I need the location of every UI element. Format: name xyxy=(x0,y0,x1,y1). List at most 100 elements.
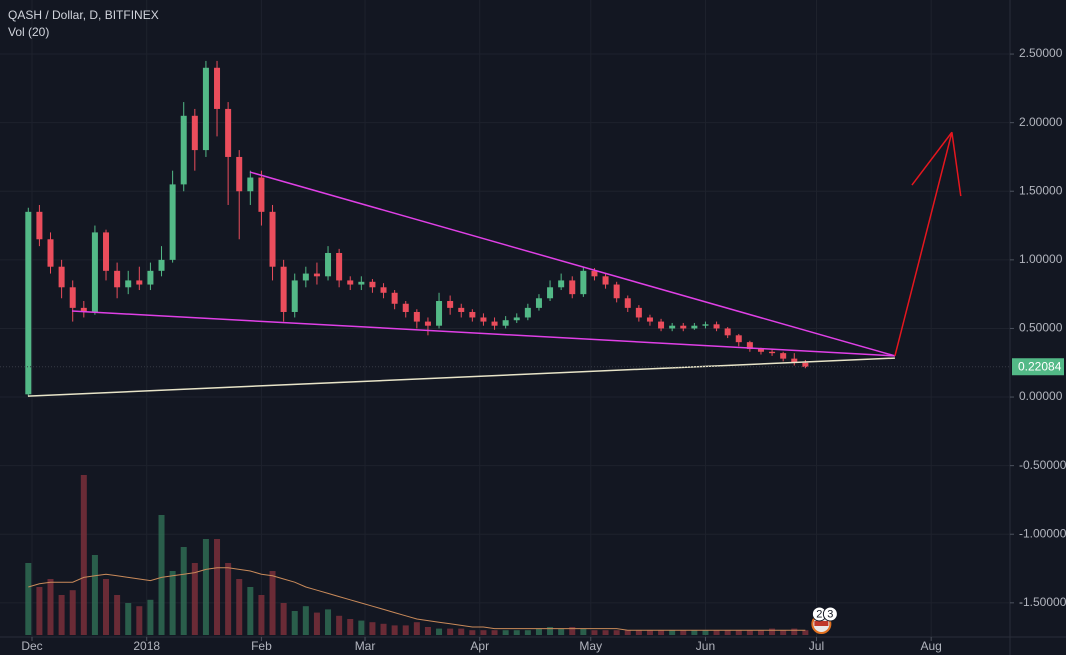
volume-bar xyxy=(480,630,487,635)
volume-label: Vol (20) xyxy=(8,25,49,39)
candle-body xyxy=(25,211,32,395)
trend-line xyxy=(71,310,895,357)
volume-bar xyxy=(602,630,609,635)
candle-body xyxy=(158,259,165,271)
volume-bar xyxy=(458,628,465,635)
trend-line xyxy=(27,357,895,397)
candle-body xyxy=(147,270,154,285)
volume-bar xyxy=(691,630,698,635)
candle-body xyxy=(103,232,110,271)
candle-body xyxy=(458,307,465,312)
volume-bar xyxy=(780,630,787,635)
candle-body xyxy=(535,298,542,308)
candle-body xyxy=(380,287,387,293)
event-badge-flag-stripe xyxy=(814,621,829,626)
volume-bar xyxy=(214,539,221,635)
volume-bar xyxy=(180,547,187,635)
last-price-label: 0.22084 xyxy=(1018,359,1062,373)
volume-bar xyxy=(302,606,309,635)
candle-body xyxy=(347,280,354,285)
volume-bar xyxy=(591,630,598,635)
candle-body xyxy=(191,115,198,151)
volume-pane xyxy=(25,475,809,635)
event-badge-label: 3 xyxy=(827,608,833,620)
candle-body xyxy=(724,328,731,336)
volume-bar xyxy=(269,571,276,635)
candle-body xyxy=(58,266,65,288)
volume-bar xyxy=(36,587,43,635)
volume-bar xyxy=(558,628,565,635)
x-tick-label: Mar xyxy=(355,639,376,653)
volume-bar xyxy=(114,595,121,635)
candle-body xyxy=(47,239,54,267)
volume-bar xyxy=(236,579,243,635)
volume-bar xyxy=(258,595,265,635)
x-tick-label: Feb xyxy=(251,639,272,653)
volume-bar xyxy=(202,539,209,635)
volume-bar xyxy=(247,587,254,635)
volume-bar xyxy=(25,563,32,635)
y-tick-label: 0.50000 xyxy=(1019,321,1063,335)
axes: 2.50000 2.00000 1.50000 1.00000 0.50000 0.000… xyxy=(0,46,1066,653)
candle-body xyxy=(558,280,565,288)
candle-body xyxy=(780,353,787,359)
volume-bar xyxy=(413,622,420,635)
y-tick-label: -1.00000 xyxy=(1019,526,1066,540)
volume-bar xyxy=(658,630,665,635)
volume-bar xyxy=(103,579,110,635)
x-tick-label: 2018 xyxy=(133,639,160,653)
candle-body xyxy=(791,358,798,363)
candle-body xyxy=(125,280,132,288)
candle-body xyxy=(336,252,343,281)
volume-bar xyxy=(58,595,65,635)
candle-body xyxy=(36,211,43,240)
drawings xyxy=(27,131,962,397)
candle-body xyxy=(702,324,709,326)
grid xyxy=(0,0,1010,637)
x-tick-label: Aug xyxy=(921,639,942,653)
volume-bar xyxy=(447,628,454,635)
volume-bar xyxy=(325,609,332,635)
candle-body xyxy=(746,342,753,350)
volume-bar xyxy=(369,622,376,635)
candle-body xyxy=(313,273,320,277)
candle-body xyxy=(691,325,698,329)
candle-body xyxy=(635,307,642,318)
volume-bar xyxy=(635,630,642,635)
volume-bar xyxy=(347,619,354,635)
candle-body xyxy=(502,320,509,326)
candle-body xyxy=(802,362,809,367)
volume-bar xyxy=(669,630,676,635)
candle-body xyxy=(602,276,609,285)
candle-body xyxy=(591,270,598,277)
candle-body xyxy=(447,301,454,308)
candle-body xyxy=(424,321,431,326)
volume-bar xyxy=(524,630,531,635)
volume-bar xyxy=(169,571,176,635)
volume-bar xyxy=(436,628,443,635)
candle-body xyxy=(480,317,487,322)
event-badge xyxy=(822,606,838,622)
volume-bar xyxy=(424,627,431,635)
last-price-box xyxy=(1012,358,1064,376)
volume-bar xyxy=(69,590,76,635)
volume-bar xyxy=(191,563,198,635)
volume-bar xyxy=(535,628,542,635)
x-tick-label: Apr xyxy=(470,639,489,653)
volume-bar xyxy=(469,630,476,635)
volume-ma-line xyxy=(28,567,806,631)
candle-body xyxy=(258,177,265,212)
volume-bar xyxy=(313,612,320,635)
volume-bar xyxy=(80,475,87,635)
volume-bar xyxy=(757,630,764,635)
volume-bar xyxy=(769,628,776,635)
candle-body xyxy=(646,317,653,322)
event-badge-label: 2 xyxy=(816,608,822,620)
volume-bar xyxy=(735,630,742,635)
volume-bar xyxy=(136,606,143,635)
candle-body xyxy=(302,273,309,281)
volume-bar xyxy=(91,555,98,635)
volume-bar xyxy=(791,628,798,635)
